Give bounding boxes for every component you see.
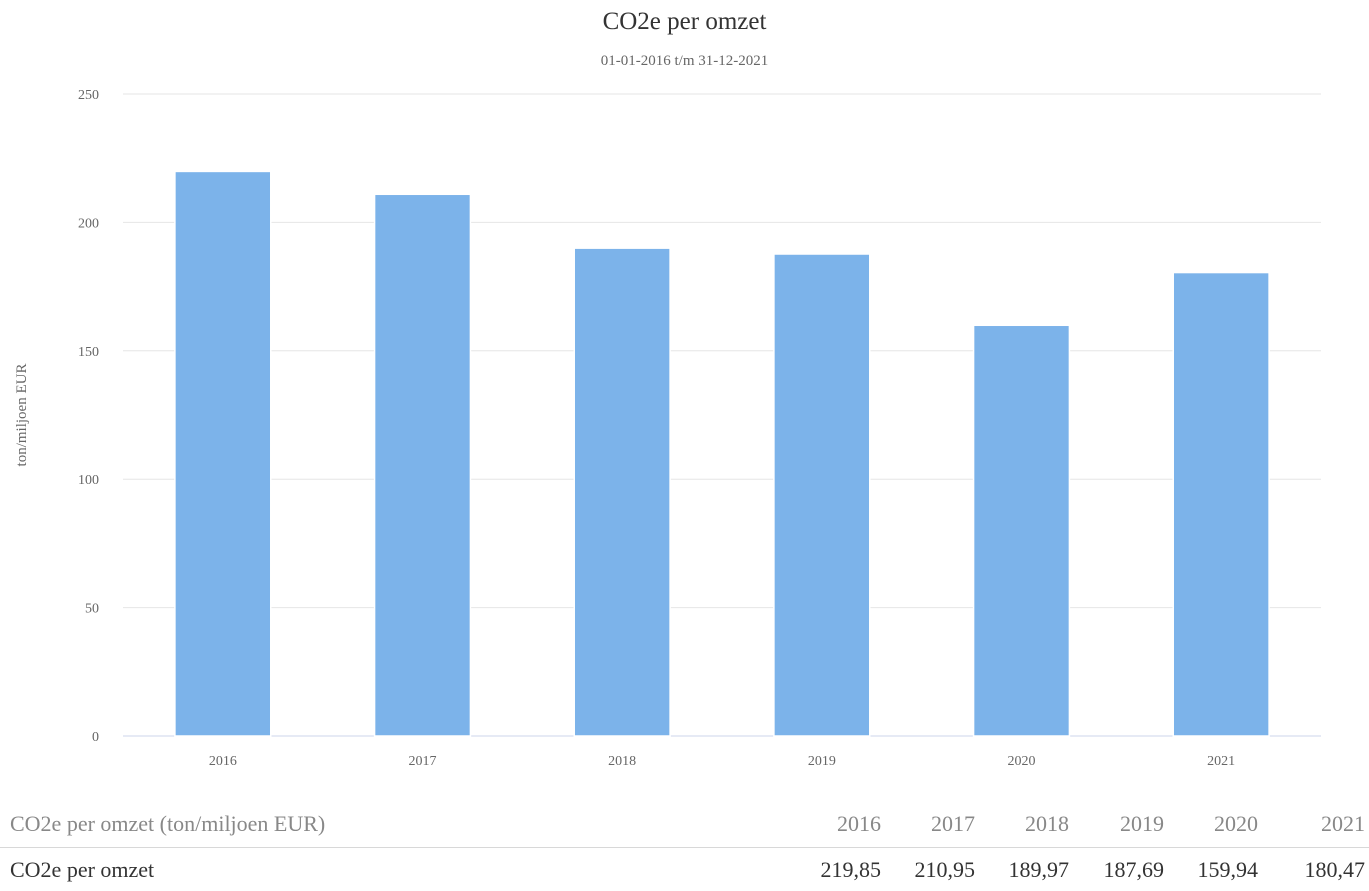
table-header-label: CO2e per omzet (ton/miljoen EUR) xyxy=(10,811,326,836)
table-row-label: CO2e per omzet xyxy=(10,857,155,882)
chart-subtitle: 01-01-2016 t/m 31-12-2021 xyxy=(600,53,769,69)
bar-2019[interactable] xyxy=(773,253,871,737)
table-header-cell: 2016 xyxy=(837,811,881,836)
y-axis-title: ton/miljoen EUR xyxy=(14,364,30,467)
table-cell: 159,94 xyxy=(1197,857,1259,882)
bar-2016[interactable] xyxy=(174,170,272,737)
table-header-cell: 2020 xyxy=(1214,811,1258,836)
x-tick-label: 2021 xyxy=(1207,754,1235,769)
chart-title: CO2e per omzet xyxy=(602,8,767,35)
table-header-row: CO2e per omzet (ton/miljoen EUR) 2016 20… xyxy=(0,805,1369,848)
table-header-cell: 2018 xyxy=(1025,811,1069,836)
x-tick-label: 2017 xyxy=(409,754,437,769)
x-tick-label: 2019 xyxy=(808,754,836,769)
table-cell: 189,97 xyxy=(1008,857,1070,882)
bar-chart: 0 50 100 150 200 250 2016 2017 2018 2019 2020 2021… xyxy=(14,88,1321,769)
x-tick-label: 2020 xyxy=(1008,754,1036,769)
gridlines xyxy=(123,93,1321,737)
y-tick-label: 50 xyxy=(85,602,99,617)
x-tick-label: 2016 xyxy=(209,754,237,769)
table-header-cell: 2017 xyxy=(931,811,975,836)
y-tick-label: 0 xyxy=(92,730,99,745)
table-cell: 219,85 xyxy=(820,857,882,882)
y-axis-ticks: 0 50 100 150 200 250 xyxy=(78,88,99,745)
bar-2018[interactable] xyxy=(573,247,671,737)
y-tick-label: 100 xyxy=(78,473,99,488)
y-tick-label: 200 xyxy=(78,216,99,231)
y-tick-label: 250 xyxy=(78,88,99,103)
bars xyxy=(174,170,1270,737)
table-header-cell: 2019 xyxy=(1120,811,1164,836)
table-cell: 210,95 xyxy=(914,857,976,882)
table-cell: 180,47 xyxy=(1304,857,1366,882)
x-axis-ticks: 2016 2017 2018 2019 2020 2021 xyxy=(209,754,1235,769)
table-cell: 187,69 xyxy=(1103,857,1165,882)
bar-2017[interactable] xyxy=(373,193,472,737)
x-tick-label: 2018 xyxy=(608,754,636,769)
table-row: CO2e per omzet 219,85 210,95 189,97 187,… xyxy=(0,851,1369,891)
data-table: CO2e per omzet (ton/miljoen EUR) 2016 20… xyxy=(0,805,1369,888)
y-tick-label: 150 xyxy=(78,345,99,360)
table-header-cell: 2021 xyxy=(1321,811,1365,836)
bar-2021[interactable] xyxy=(1172,271,1270,737)
bar-2020[interactable] xyxy=(972,324,1071,737)
